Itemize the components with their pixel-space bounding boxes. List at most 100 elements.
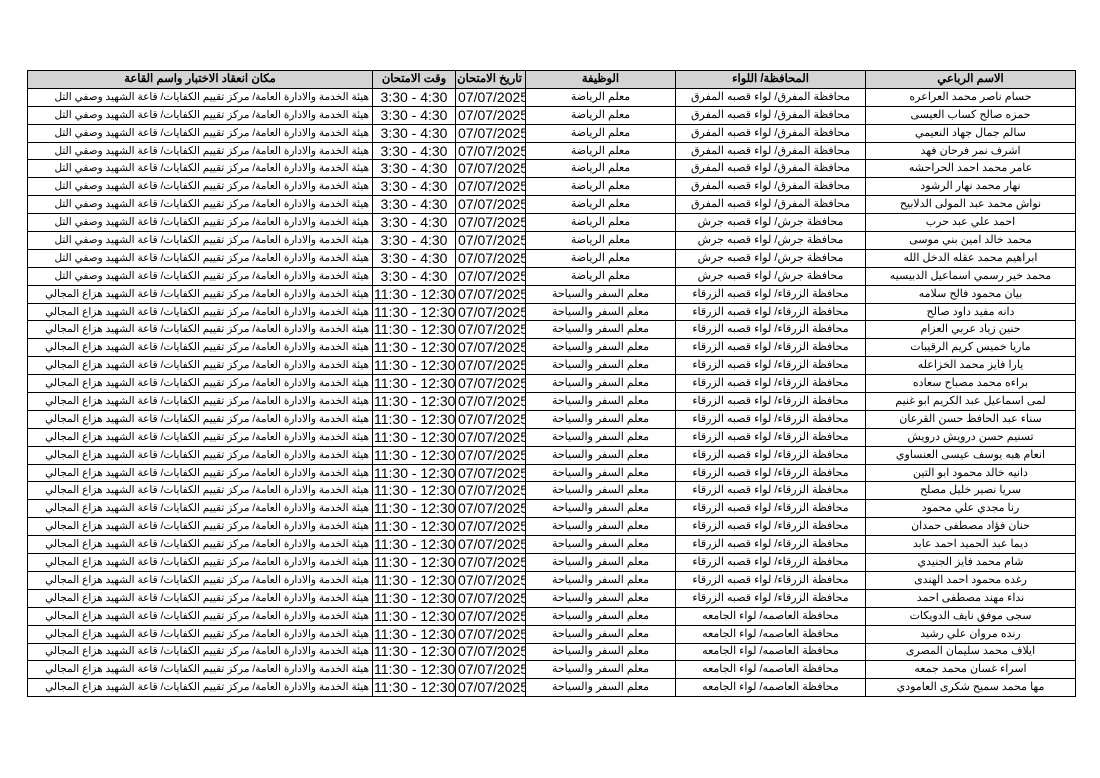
date-cell: 07/07/2025 xyxy=(455,123,526,143)
table-row: شام محمد فايز الجنيدي محافظة الزرقاء/ لوا… xyxy=(27,553,1076,572)
date-cell: 07/07/2025 xyxy=(455,141,526,161)
time-cell: 11:30 - 12:30 xyxy=(372,356,456,376)
governorate-cell: محافظة الزرقاء/ لواء قصبه الزرقاء xyxy=(675,284,866,304)
governorate-cell: محافظة المفرق/ لواء قصبه المفرق xyxy=(675,87,866,107)
time-cell: 11:30 - 12:30 xyxy=(372,284,456,304)
job-cell: معلم الرياضة xyxy=(525,266,676,286)
time-cell: 11:30 - 12:30 xyxy=(372,499,456,519)
location-cell: هيئة الخدمة والادارة العامة/ مركز تقييم … xyxy=(27,284,373,304)
location-cell: هيئة الخدمة والادارة العامة/ مركز تقييم … xyxy=(27,302,373,322)
date-cell: 07/07/2025 xyxy=(455,320,526,340)
location-cell: هيئة الخدمة والادارة العامة/ مركز تقييم … xyxy=(27,588,373,608)
location-cell: هيئة الخدمة والادارة العامة/ مركز تقييم … xyxy=(27,427,373,447)
time-cell: 11:30 - 12:30 xyxy=(372,678,456,698)
location-cell: هيئة الخدمة والادارة العامة/ مركز تقييم … xyxy=(27,481,373,501)
name-cell: دانيه خالد محمود ابو التين xyxy=(865,463,1076,483)
job-cell: معلم السفر والسياحة xyxy=(525,284,676,304)
table-row: ابراهيم محمد عقله الدخل الله محافظة جرش/ … xyxy=(27,248,1076,268)
location-cell: هيئة الخدمة والادارة العامة/ مركز تقييم … xyxy=(27,231,373,250)
location-cell: هيئة الخدمة والادارة العامة/ مركز تقييم … xyxy=(27,159,373,179)
location-cell: هيئة الخدمة والادارة العامة/ مركز تقييم … xyxy=(27,570,373,590)
location-cell: هيئة الخدمة والادارة العامة/ مركز تقييم … xyxy=(27,248,373,268)
table-row: عامر محمد احمد الحراحشه محافظة المفرق/ لو… xyxy=(27,159,1076,179)
governorate-cell: محافظة الزرقاء/ لواء قصبه الزرقاء xyxy=(675,517,866,537)
governorate-cell: محافظة الزرقاء/ لواء قصبه الزرقاء xyxy=(675,302,866,322)
date-cell: 07/07/2025 xyxy=(455,177,526,197)
name-cell: سناء عبد الحافظ حسن القرعان xyxy=(865,409,1076,429)
table-row: محمد خير رسمي اسماعيل الدبيسيه محافظة جرش… xyxy=(27,266,1076,286)
job-cell: معلم السفر والسياحة xyxy=(525,642,676,662)
job-cell: معلم السفر والسياحة xyxy=(525,535,676,555)
governorate-cell: محافظة جرش/ لواء قصبه جرش xyxy=(675,231,866,250)
table-row: اشرف نمر فرحان فهد محافظة المفرق/ لواء قص… xyxy=(27,141,1076,161)
governorate-cell: محافظة العاصمه/ لواء الجامعه xyxy=(675,624,866,644)
time-cell: 3:30 - 4:30 xyxy=(372,123,456,143)
name-cell: حنين زياد عربي العزام xyxy=(865,320,1076,340)
date-cell: 07/07/2025 xyxy=(455,356,526,376)
date-cell: 07/07/2025 xyxy=(455,338,526,358)
location-cell: هيئة الخدمة والادارة العامة/ مركز تقييم … xyxy=(27,535,373,555)
date-cell: 07/07/2025 xyxy=(455,535,526,555)
time-cell: 11:30 - 12:30 xyxy=(372,302,456,322)
table-row: انعام هبه يوسف عيسى العنساوي محافظة الزرق… xyxy=(27,445,1076,465)
time-cell: 11:30 - 12:30 xyxy=(372,642,456,662)
time-cell: 3:30 - 4:30 xyxy=(372,213,456,233)
job-cell: معلم الرياضة xyxy=(525,123,676,143)
date-cell: 07/07/2025 xyxy=(455,463,526,483)
date-cell: 07/07/2025 xyxy=(455,570,526,590)
job-cell: معلم الرياضة xyxy=(525,177,676,197)
date-cell: 07/07/2025 xyxy=(455,248,526,268)
time-cell: 3:30 - 4:30 xyxy=(372,141,456,161)
table-row: سالم جمال جهاد النعيمي محافظة المفرق/ لوا… xyxy=(27,123,1076,143)
job-cell: معلم السفر والسياحة xyxy=(525,517,676,537)
job-cell: معلم الرياضة xyxy=(525,141,676,161)
date-cell: 07/07/2025 xyxy=(455,284,526,304)
governorate-cell: محافظة الزرقاء/ لواء قصبه الزرقاء xyxy=(675,356,866,376)
name-cell: رنا مجدي علي محمود xyxy=(865,499,1076,519)
table-row: دانه مفيد داود صالح محافظة الزرقاء/ لواء … xyxy=(27,302,1076,322)
job-cell: معلم السفر والسياحة xyxy=(525,588,676,608)
table-row: نهار محمد نهار الرشود محافظة المفرق/ لواء… xyxy=(27,177,1076,197)
table-row: سريا نصير خليل مصلح محافظة الزرقاء/ لواء … xyxy=(27,481,1076,501)
time-cell: 11:30 - 12:30 xyxy=(372,588,456,608)
table-row: احمد علي عبد حرب محافظة جرش/ لواء قصبه جر… xyxy=(27,213,1076,233)
governorate-cell: محافظة الزرقاء/ لواء قصبه الزرقاء xyxy=(675,320,866,340)
table-row: بيان محمود فالح سلامه محافظة الزرقاء/ لوا… xyxy=(27,284,1076,304)
location-cell: هيئة الخدمة والادارة العامة/ مركز تقييم … xyxy=(27,660,373,680)
governorate-cell: محافظة العاصمه/ لواء الجامعه xyxy=(675,678,866,698)
date-cell: 07/07/2025 xyxy=(455,481,526,501)
location-cell: هيئة الخدمة والادارة العامة/ مركز تقييم … xyxy=(27,624,373,644)
date-cell: 07/07/2025 xyxy=(455,159,526,179)
name-cell: حسام ناصر محمد العراعره xyxy=(865,87,1076,107)
date-cell: 07/07/2025 xyxy=(455,409,526,429)
location-cell: هيئة الخدمة والادارة العامة/ مركز تقييم … xyxy=(27,141,373,161)
table-row: رغده محمود احمد الهندى محافظة الزرقاء/ لو… xyxy=(27,570,1076,590)
time-cell: 3:30 - 4:30 xyxy=(372,159,456,179)
governorate-cell: محافظة العاصمه/ لواء الجامعه xyxy=(675,606,866,626)
governorate-cell: محافظة الزرقاء/ لواء قصبه الزرقاء xyxy=(675,374,866,394)
time-cell: 11:30 - 12:30 xyxy=(372,660,456,680)
governorate-cell: محافظة الزرقاء/ لواء قصبه الزرقاء xyxy=(675,445,866,465)
location-cell: هيئة الخدمة والادارة العامة/ مركز تقييم … xyxy=(27,499,373,519)
governorate-cell: محافظة المفرق/ لواء قصبه المفرق xyxy=(675,123,866,143)
job-cell: معلم الرياضة xyxy=(525,195,676,215)
name-cell: تسنيم حسن درويش درويش xyxy=(865,427,1076,447)
job-cell: معلم السفر والسياحة xyxy=(525,356,676,376)
location-cell: هيئة الخدمة والادارة العامة/ مركز تقييم … xyxy=(27,213,373,233)
date-cell: 07/07/2025 xyxy=(455,624,526,644)
name-cell: شام محمد فايز الجنيدي xyxy=(865,553,1076,572)
table-row: مها محمد سميح شكرى العامودي محافظة العاصم… xyxy=(27,678,1076,698)
job-cell: معلم الرياضة xyxy=(525,159,676,179)
location-cell: هيئة الخدمة والادارة العامة/ مركز تقييم … xyxy=(27,374,373,394)
time-cell: 3:30 - 4:30 xyxy=(372,87,456,107)
table-row: سناء عبد الحافظ حسن القرعان محافظة الزرقا… xyxy=(27,409,1076,429)
table-row: حمزه صالح كساب العيسى محافظة المفرق/ لواء… xyxy=(27,105,1076,125)
date-cell: 07/07/2025 xyxy=(455,553,526,572)
date-cell: 07/07/2025 xyxy=(455,606,526,626)
location-cell: هيئة الخدمة والادارة العامة/ مركز تقييم … xyxy=(27,553,373,572)
job-cell: معلم الرياضة xyxy=(525,231,676,250)
job-cell: معلم السفر والسياحة xyxy=(525,320,676,340)
table-row: رنده مروان علي رشيد محافظة العاصمه/ لواء … xyxy=(27,624,1076,644)
time-cell: 11:30 - 12:30 xyxy=(372,606,456,626)
table-row: حنين زياد عربي العزام محافظة الزرقاء/ لوا… xyxy=(27,320,1076,340)
